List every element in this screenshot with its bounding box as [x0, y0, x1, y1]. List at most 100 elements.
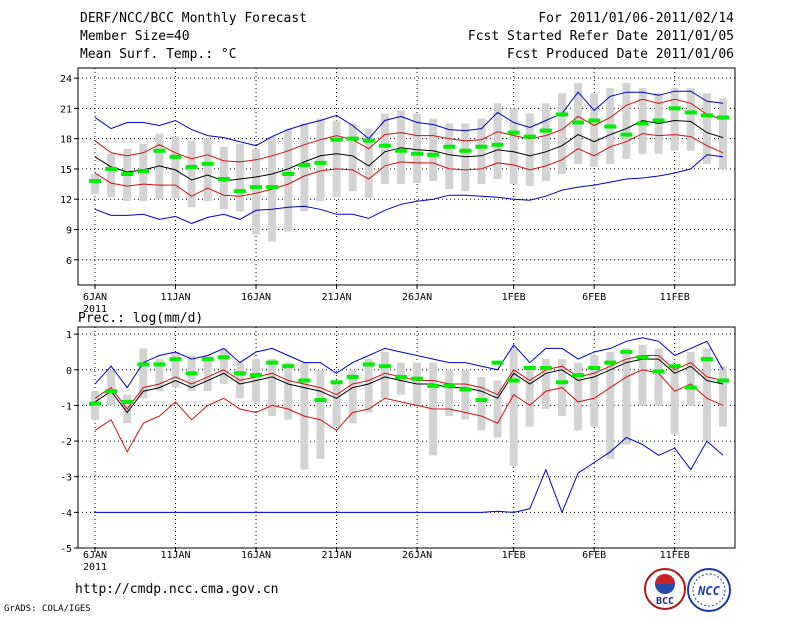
temp-range-bar	[252, 148, 261, 235]
temp-x-tick-label: 16JAN	[241, 292, 271, 303]
prec-observed-marker	[475, 398, 488, 403]
prec-y-tick-label: -2	[60, 437, 72, 448]
temp-range-bar	[187, 140, 196, 208]
temp-range-bar	[413, 113, 422, 184]
prec-observed-marker	[700, 357, 713, 362]
temp-observed-marker	[105, 166, 118, 171]
started-date: Fcst Started Refer Date 2011/01/05	[467, 29, 734, 44]
temp-range-bar	[525, 113, 534, 187]
temp-observed-marker	[427, 152, 440, 157]
temp-observed-marker	[491, 142, 504, 147]
prec-x-tick-label: 26JAN	[402, 550, 432, 561]
temp-range-bar	[316, 118, 325, 202]
temp-range-bar	[332, 120, 341, 198]
temp-observed-marker	[121, 171, 134, 176]
temp-x-tick-label: 11FEB	[660, 292, 690, 303]
prec-observed-marker	[153, 362, 166, 367]
prec-panel: 6JAN 11JAN 16JAN 21JAN 26JAN 1FEB 6FEB 11FEB 201…	[60, 326, 736, 573]
temp-observed-marker	[89, 179, 101, 184]
prec-observed-marker	[217, 355, 230, 360]
prec-range-bar	[638, 344, 647, 406]
prec-observed-marker	[137, 362, 150, 367]
temp-observed-marker	[282, 171, 295, 176]
grads-credit: GrADS: COLA/IGES	[4, 604, 91, 614]
prec-observed-marker	[652, 369, 665, 374]
temp-x-tick-label: 11JAN	[160, 292, 190, 303]
prec-min-line	[95, 436, 724, 514]
prec-range-bar	[541, 359, 550, 409]
temp-observed-marker	[620, 132, 633, 137]
temp-observed-marker	[201, 161, 214, 166]
prec-max-line	[94, 337, 724, 389]
prec-observed-marker	[185, 371, 198, 376]
prec-observed-marker	[491, 360, 504, 365]
prec-range-bar	[702, 348, 711, 442]
temp-observed-marker	[459, 148, 472, 153]
prec-range-bar	[477, 376, 486, 431]
prec-observed-marker	[394, 374, 407, 379]
temp-range-bar	[429, 118, 438, 182]
prec-range-bar	[332, 384, 341, 427]
prec-observed-marker	[330, 380, 343, 385]
temp-observed-marker	[378, 143, 391, 148]
temp-max-line	[94, 90, 724, 147]
prec-ensemble-mean-line	[94, 358, 724, 414]
prec-observed-marker	[298, 378, 311, 383]
prec-observed-marker	[266, 360, 279, 365]
prec-range-bar	[461, 369, 470, 420]
temp-frame	[77, 67, 736, 286]
temp-range-bar	[557, 93, 566, 174]
ncc-logo: NCC	[687, 568, 731, 612]
prec-x-year-label: 2011	[83, 562, 107, 573]
temp-observed-marker	[137, 168, 150, 173]
prec-range-bar	[155, 359, 164, 392]
temp-observed-marker	[330, 137, 343, 142]
prec-range-bar	[686, 351, 695, 406]
temp-observed-marker	[362, 138, 375, 143]
bcc-logo: BCC	[644, 568, 686, 610]
temp-observed-marker	[539, 128, 552, 133]
prec-range-bar	[268, 359, 277, 417]
temp-range-bar	[107, 153, 116, 198]
temp-observed-marker	[636, 121, 649, 126]
prec-observed-marker	[572, 373, 585, 378]
prec-x-tick-label: 11JAN	[160, 550, 190, 561]
temp-observed-marker	[652, 118, 665, 123]
prec-y-tick-label: -3	[60, 473, 72, 484]
prec-observed-marker	[201, 357, 214, 362]
prec-range-bar	[445, 369, 454, 417]
temp-x-year-label: 2011	[83, 304, 107, 315]
temperature-panel-title: Mean Surf. Temp.: °C	[80, 47, 237, 62]
prec-range-bar	[219, 348, 228, 385]
temp-observed-marker	[475, 144, 488, 149]
prec-range-bar	[171, 351, 180, 388]
temp-x-tick-label: 26JAN	[402, 292, 432, 303]
temp-observed-marker	[443, 144, 456, 149]
prec-y-tick-label: -1	[60, 401, 72, 412]
temp-upper-spread-line	[94, 98, 724, 163]
prec-lower-spread-line	[94, 369, 724, 453]
temp-x-tick-label: 6JAN	[83, 292, 107, 303]
website-url: http://cmdp.ncc.cma.gov.cn	[75, 582, 279, 597]
temp-range-bar	[670, 88, 679, 151]
forecast-period: For 2011/01/06-2011/02/14	[538, 11, 734, 26]
temp-observed-marker	[346, 136, 359, 141]
prec-y-tick-label: -4	[60, 508, 72, 519]
temp-range-bar	[686, 88, 695, 151]
temp-observed-marker	[668, 106, 681, 111]
prec-observed-marker	[250, 373, 263, 378]
prec-observed-marker	[362, 362, 375, 367]
temp-range-bar	[622, 83, 631, 159]
temp-observed-marker	[169, 154, 182, 159]
temp-ensemble-mean-line	[94, 119, 724, 182]
prec-upper-spread-line	[94, 355, 724, 410]
prec-range-bar	[509, 348, 518, 467]
prec-observed-marker	[555, 380, 568, 385]
temp-observed-marker	[185, 164, 198, 169]
precipitation-panel-title: Prec.: log(mm/d)	[78, 311, 203, 326]
temp-observed-marker	[604, 124, 617, 129]
temp-observed-marker	[266, 185, 279, 190]
prec-range-bar	[493, 380, 502, 438]
prec-observed-marker	[539, 365, 552, 370]
